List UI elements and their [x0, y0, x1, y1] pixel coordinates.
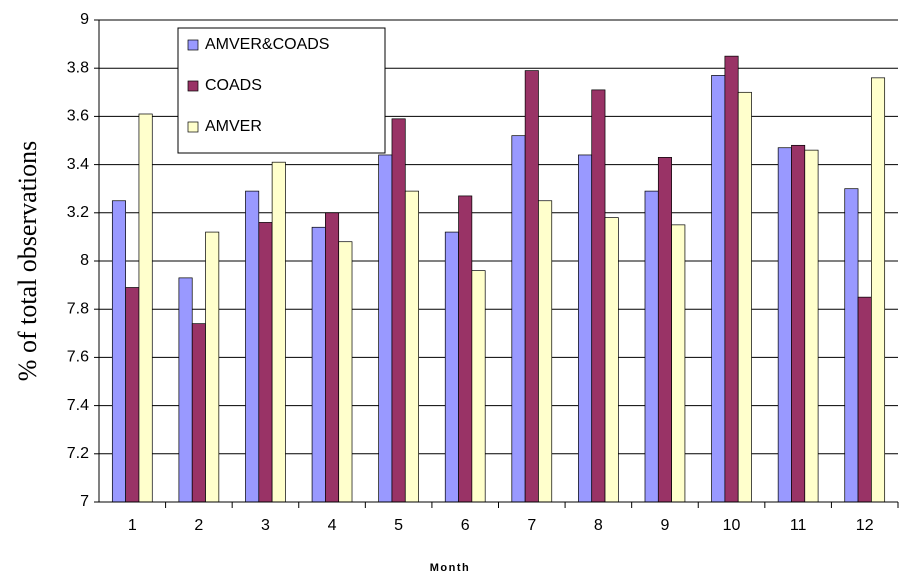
bar	[205, 231, 220, 503]
bar	[871, 77, 886, 503]
bar	[444, 231, 459, 503]
bar	[724, 55, 739, 503]
legend-label: AMVER&COADS	[205, 36, 329, 53]
bar	[791, 144, 806, 503]
bar	[538, 200, 553, 503]
x-tick-label: 7	[527, 517, 536, 534]
bar	[657, 157, 672, 503]
bar	[604, 217, 619, 503]
bar	[125, 287, 140, 503]
y-tick-label: 8	[80, 252, 89, 269]
y-tick-label: 3.8	[67, 59, 89, 76]
x-tick-label: 9	[661, 517, 670, 534]
bar	[737, 91, 752, 503]
bar	[311, 226, 326, 503]
bar	[458, 195, 473, 503]
bar	[338, 241, 353, 503]
x-tick-label: 6	[461, 517, 470, 534]
bar	[191, 323, 206, 503]
legend-swatch	[187, 39, 199, 51]
bar	[378, 154, 393, 503]
legend-label: COADS	[205, 77, 262, 94]
x-tick-label: 1	[128, 517, 137, 534]
bar	[138, 113, 153, 503]
bar	[591, 89, 606, 503]
y-tick-label: 3.2	[67, 204, 89, 221]
x-axis-label: Month	[430, 562, 470, 574]
y-tick-label: 7.4	[67, 397, 89, 414]
bar	[111, 200, 126, 503]
bar	[524, 70, 539, 503]
bar	[857, 296, 872, 503]
x-tick-label: 8	[594, 517, 603, 534]
bar	[578, 154, 593, 503]
y-tick-label: 3.6	[67, 108, 89, 125]
bar	[178, 277, 193, 503]
bar	[271, 161, 286, 503]
x-tick-label: 2	[194, 517, 203, 534]
bar	[777, 147, 792, 503]
bar	[258, 222, 273, 503]
y-tick-label: 7.8	[67, 300, 89, 317]
bar	[671, 224, 686, 503]
bar	[644, 190, 659, 503]
y-tick-label: 7.6	[67, 349, 89, 366]
x-tick-label: 11	[790, 517, 807, 534]
x-tick-label: 12	[856, 517, 874, 534]
legend-swatch	[187, 80, 199, 92]
x-tick-label: 5	[394, 517, 403, 534]
bar	[471, 270, 486, 503]
x-tick-label: 10	[723, 517, 741, 534]
bar	[511, 135, 526, 503]
bar	[804, 149, 819, 503]
legend-box	[177, 27, 386, 154]
y-tick-label: 7	[80, 493, 89, 510]
y-tick-label: 3.4	[67, 156, 89, 173]
legend-swatch	[187, 121, 199, 133]
bar	[245, 190, 260, 503]
x-tick-label: 4	[328, 517, 337, 534]
y-tick-label: 9	[80, 11, 89, 28]
x-tick-label: 3	[261, 517, 270, 534]
legend-label: AMVER	[205, 118, 262, 135]
bar	[844, 188, 859, 503]
bar	[325, 212, 340, 503]
bar	[711, 75, 726, 503]
bar	[404, 190, 419, 503]
y-axis-label: % of total observations	[13, 141, 42, 381]
y-tick-label: 7.2	[67, 445, 89, 462]
bar	[391, 118, 406, 503]
